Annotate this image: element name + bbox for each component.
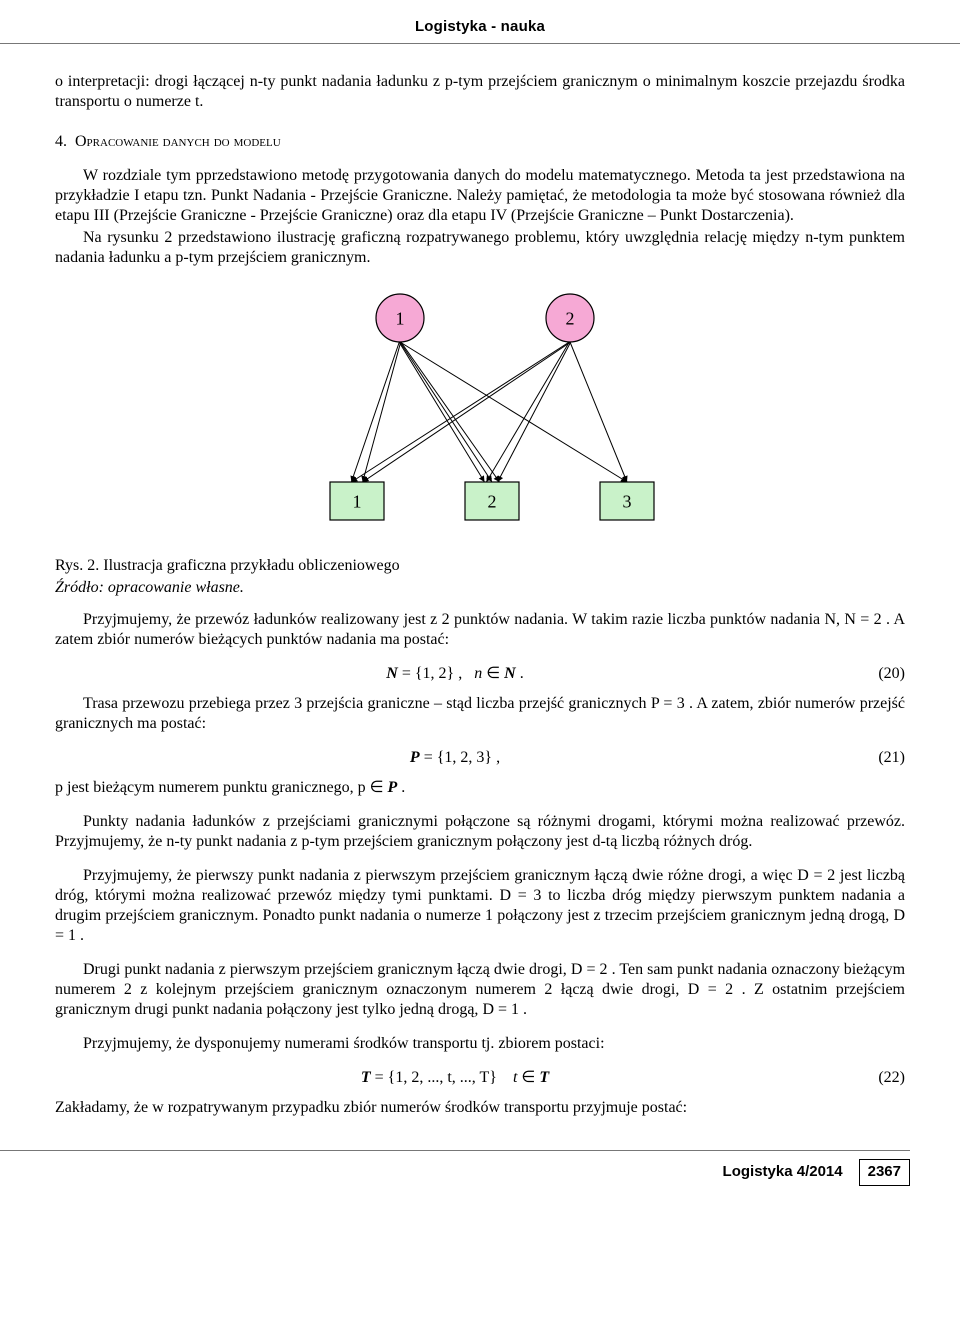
svg-text:2: 2 — [566, 308, 575, 328]
inline-eq-d1b: D = 1 — [482, 1001, 519, 1018]
inline-eq-d3: D = 3 — [499, 887, 541, 904]
equation-22-row: T = {1, 2, ..., t, ..., T} t ∈ T (22) — [55, 1068, 905, 1088]
para-2: W rozdziale tym pprzedstawiono metodę pr… — [55, 166, 905, 226]
figure-2: 1 2 1 2 3 — [55, 282, 905, 548]
para-11: Zakładamy, że w rozpatrywanym przypadku … — [55, 1098, 905, 1118]
figure-caption: Rys. 2. Ilustracja graficzna przykładu o… — [55, 556, 905, 576]
figure-source: Źródło: opracowanie własne. — [55, 578, 905, 598]
para-6c: . — [401, 779, 405, 796]
para-8a: Przyjmujemy, że pierwszy punkt nadania z… — [83, 867, 797, 884]
inline-eq-d2c: D = 2 — [688, 981, 733, 998]
inline-eq-d2b: D = 2 — [571, 961, 608, 978]
equation-20-number: (20) — [855, 664, 905, 684]
svg-text:1: 1 — [353, 491, 362, 511]
para-9: Drugi punkt nadania z pierwszym przejści… — [55, 960, 905, 1020]
para-8: Przyjmujemy, że pierwszy punkt nadania z… — [55, 866, 905, 946]
section-number: 4. — [55, 133, 67, 150]
para-6: p jest bieżącym numerem punktu graniczne… — [55, 778, 905, 798]
svg-text:1: 1 — [396, 308, 405, 328]
equation-21-row: P = {1, 2, 3} , (21) — [55, 748, 905, 768]
inline-eq-d2a: D = 2 — [797, 867, 835, 884]
equation-22-number: (22) — [855, 1068, 905, 1088]
footer-issue: Logistyka 4/2014 — [723, 1163, 843, 1182]
para-9a: Drugi punkt nadania z pierwszym przejści… — [83, 961, 571, 978]
svg-text:3: 3 — [623, 491, 632, 511]
page-header: Logistyka - nauka — [0, 0, 960, 37]
para-5: Trasa przewozu przebiega przez 3 przejśc… — [55, 694, 905, 734]
equation-20-row: N = {1, 2} , n ∈ N . (20) — [55, 664, 905, 684]
page-footer: Logistyka 4/2014 2367 — [0, 1150, 960, 1216]
inline-eq-n2: N = 2 — [844, 611, 881, 628]
footer-rule — [0, 1150, 910, 1151]
para-4: Przyjmujemy, że przewóz ładunków realizo… — [55, 610, 905, 650]
page-number: 2367 — [859, 1159, 910, 1186]
para-3: Na rysunku 2 przedstawiono ilustrację gr… — [55, 228, 905, 268]
network-diagram-svg: 1 2 1 2 3 — [270, 282, 690, 542]
para-6a: p jest bieżącym numerem punktu graniczne… — [55, 779, 358, 796]
para-4a: Przyjmujemy, że przewóz ładunków realizo… — [83, 611, 844, 628]
header-title: Logistyka - nauka — [415, 18, 545, 35]
para-5a: Trasa przewozu przebiega przez 3 przejśc… — [83, 695, 651, 712]
equation-22: T = {1, 2, ..., t, ..., T} t ∈ T — [55, 1068, 855, 1088]
para-intro: o interpretacji: drogi łączącej n-ty pun… — [55, 72, 905, 112]
section-title: Opracowanie danych do modelu — [75, 133, 281, 150]
equation-21-number: (21) — [855, 748, 905, 768]
section-heading: 4. Opracowanie danych do modelu — [55, 132, 905, 152]
para-10: Przyjmujemy, że dysponujemy numerami śro… — [55, 1034, 905, 1054]
para-8g: . — [80, 927, 84, 944]
svg-text:2: 2 — [488, 491, 497, 511]
para-7: Punkty nadania ładunków z przejściami gr… — [55, 812, 905, 852]
para-9g: . — [523, 1001, 527, 1018]
page-content: o interpretacji: drogi łączącej n-ty pun… — [0, 44, 960, 1118]
equation-20: N = {1, 2} , n ∈ N . — [55, 664, 855, 684]
inline-eq-pinP: p ∈ P — [358, 779, 398, 796]
equation-21: P = {1, 2, 3} , — [55, 748, 855, 768]
inline-eq-p3: P = 3 — [651, 695, 685, 712]
